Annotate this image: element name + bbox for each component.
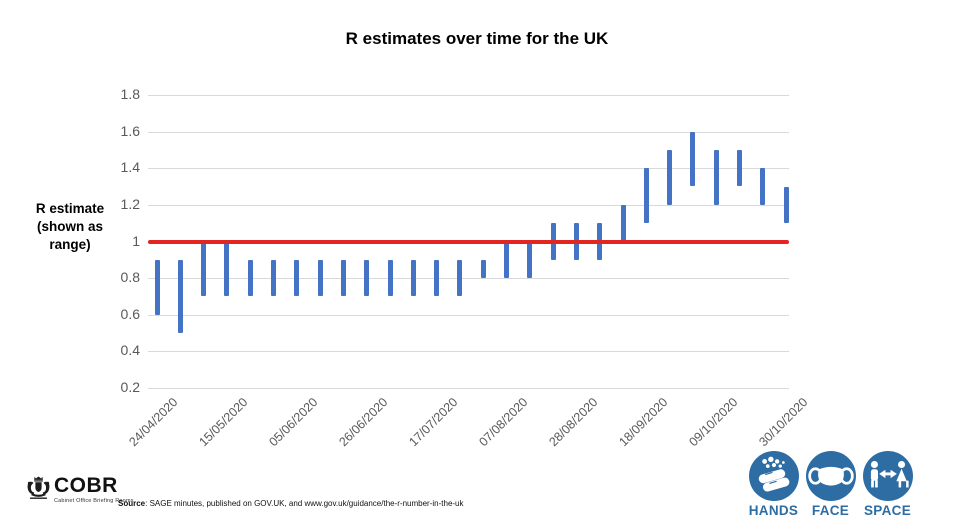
hands-face-space-icons: HANDS FACE (745, 451, 916, 518)
x-axis-tick-label: 17/07/2020 (406, 395, 461, 450)
source-label: Source (118, 499, 146, 508)
r-range-bar (387, 259, 393, 297)
face-item: FACE (802, 451, 859, 518)
r-range-bar (364, 259, 370, 297)
y-axis-tick-label: 1 (132, 232, 140, 249)
r-range-bar (760, 168, 766, 205)
y-axis-tick-label: 0.2 (120, 379, 140, 395)
r-range-bar (504, 241, 509, 279)
hands-label: HANDS (748, 503, 799, 518)
space-label: SPACE (863, 503, 911, 518)
r-range-bar (783, 186, 789, 224)
x-axis-tick-label: 07/08/2020 (476, 395, 531, 450)
r-equals-1-reference-line (148, 239, 789, 244)
r-range-bar (294, 259, 300, 297)
x-axis-tick-label: 30/10/2020 (755, 395, 810, 450)
source-note: Source: SAGE minutes, published on GOV.U… (118, 499, 464, 508)
y-axis-tick-label: 1.8 (120, 86, 140, 102)
r-range-bar (620, 204, 626, 242)
r-range-bar (224, 241, 230, 297)
face-mask-icon (805, 451, 856, 501)
source-text: : SAGE minutes, published on GOV.UK, and… (145, 499, 464, 508)
r-range-bar (154, 259, 160, 315)
hands-item: HANDS (745, 451, 802, 518)
hands-washing-icon (748, 451, 799, 501)
x-axis-tick-label: 18/09/2020 (616, 395, 671, 450)
cobr-logo-subtitle: Cabinet Office Briefing Rooms (54, 498, 134, 504)
gridline (148, 278, 789, 280)
x-axis-tick-label: 15/05/2020 (196, 395, 251, 450)
r-range-bar (667, 149, 673, 205)
r-range-bar (317, 259, 323, 297)
gridline (148, 131, 789, 133)
y-axis-title-line: (shown as (36, 218, 103, 234)
r-range-bar (434, 259, 440, 297)
space-item: SPACE (859, 451, 916, 518)
y-axis-tick-label: 0.6 (120, 305, 140, 322)
gridline (148, 168, 789, 170)
cobr-logo: COBR Cabinet Office Briefing Rooms (26, 475, 134, 504)
x-axis-tick-label: 09/10/2020 (685, 395, 741, 450)
r-range-bar (340, 259, 346, 297)
r-range-bar (737, 149, 742, 187)
y-axis-tick-label: 1.4 (120, 159, 140, 176)
x-axis-tick-label: 24/04/2020 (126, 395, 181, 450)
gridline (148, 351, 789, 353)
r-range-bar (457, 259, 463, 297)
plot-area: 1.8 1.6 1.4 1.2 1 0.8 0.6 0.4 0.2 24/04/2020 15/05… (121, 86, 810, 449)
x-axis-tick-label: 26/06/2020 (336, 395, 391, 450)
r-range-bar (247, 259, 253, 297)
face-label: FACE (811, 503, 850, 518)
gridline (148, 314, 789, 316)
royal-crest-icon (27, 476, 50, 499)
y-axis-tick-label: 1.2 (120, 195, 140, 212)
r-range-bar (690, 131, 696, 187)
r-range-bar (713, 149, 719, 205)
gridline (148, 388, 789, 389)
social-distance-icon (862, 451, 913, 501)
r-range-bar (177, 259, 183, 334)
y-axis-title-line: range) (49, 236, 91, 252)
y-axis-title-line: R estimate (35, 201, 105, 216)
x-axis-tick-label: 28/08/2020 (546, 395, 601, 450)
chart-title: R estimates over time for the UK (345, 29, 609, 48)
gridline (148, 204, 789, 206)
r-range-bar (643, 168, 649, 224)
x-axis-tick-label: 05/06/2020 (266, 395, 321, 450)
r-range-bar (527, 241, 533, 279)
gridline (148, 95, 789, 96)
y-axis-title: R estimate (shown as range) (14, 200, 126, 253)
r-range-bar (271, 259, 276, 297)
y-axis-tick-label: 0.8 (120, 269, 140, 286)
cobr-logo-text: COBR (54, 474, 118, 497)
y-axis-tick-label: 0.4 (120, 342, 140, 359)
r-range-bar (410, 259, 416, 297)
r-range-bar (201, 241, 207, 297)
r-range-bar (480, 259, 486, 279)
y-axis-tick-label: 1.6 (120, 122, 140, 139)
